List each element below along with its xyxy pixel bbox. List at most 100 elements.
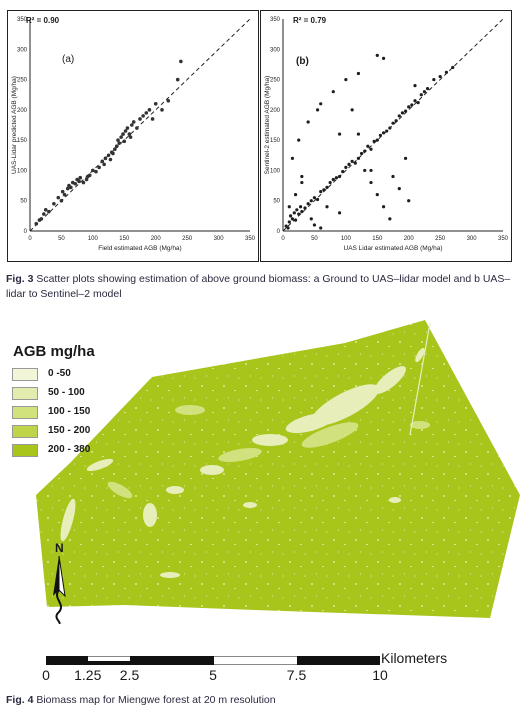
data-point	[131, 120, 136, 124]
data-point	[372, 139, 376, 143]
data-point	[77, 179, 81, 184]
panel-label-b: (b)	[296, 56, 309, 67]
legend-label: 50 - 100	[48, 387, 85, 398]
data-point	[397, 187, 401, 191]
data-point	[123, 129, 128, 133]
legend-swatch	[12, 387, 38, 400]
data-point	[47, 209, 51, 214]
data-point	[394, 119, 398, 123]
biomass-map	[36, 320, 520, 618]
data-point	[94, 169, 98, 174]
river-line	[409, 322, 431, 436]
data-point	[407, 199, 411, 203]
data-point	[410, 103, 414, 107]
data-point	[353, 161, 357, 165]
data-point	[315, 108, 320, 112]
data-point	[369, 168, 373, 173]
data-point	[425, 87, 430, 91]
x-tick-label: 250	[182, 236, 193, 242]
data-point	[403, 109, 408, 113]
data-point	[290, 156, 295, 160]
data-point	[166, 98, 171, 103]
x-tick-label: 150	[372, 236, 383, 242]
y-tick-label: 150	[270, 138, 281, 144]
data-point	[319, 226, 323, 230]
y-tick-label: 200	[17, 108, 28, 114]
x-tick-label: 300	[214, 236, 225, 242]
data-point	[111, 151, 115, 156]
x-tick-label: 200	[151, 236, 162, 242]
y-tick-label: 300	[17, 47, 28, 53]
data-point	[391, 121, 395, 125]
scale-unit-label: Kilometers	[381, 650, 448, 666]
legend-swatch	[12, 444, 38, 457]
data-point	[407, 105, 411, 109]
y-tick-label: 350	[270, 17, 281, 23]
data-point	[290, 217, 295, 221]
x-tick-label: 50	[58, 236, 65, 242]
data-point	[303, 206, 307, 210]
data-point	[350, 108, 354, 112]
data-point	[293, 218, 298, 222]
legend-label: 0 -50	[48, 368, 71, 379]
y-tick-label: 50	[273, 199, 280, 205]
x-tick-label: 300	[467, 236, 478, 242]
x-tick-label: 0	[28, 236, 32, 242]
legend-label: 100 - 150	[48, 406, 91, 417]
data-point	[138, 117, 142, 121]
data-point	[135, 126, 139, 130]
data-point	[381, 56, 386, 60]
data-point	[341, 170, 345, 174]
data-point	[106, 153, 111, 158]
y-tick-label: 150	[17, 138, 28, 144]
data-point	[286, 226, 290, 230]
data-point	[141, 114, 145, 118]
x-tick-label: 350	[498, 236, 509, 242]
x-tick-label: 0	[281, 236, 285, 242]
data-point	[400, 111, 405, 115]
data-point	[119, 135, 123, 139]
data-point	[416, 100, 420, 105]
scale-tick-label: 2.5	[119, 667, 140, 683]
data-point	[292, 211, 296, 215]
data-point	[122, 139, 127, 144]
forest-area-polygon	[36, 320, 520, 618]
data-point	[287, 205, 291, 209]
low-biomass-patches	[60, 347, 425, 578]
data-point	[108, 157, 113, 162]
scale-bar	[46, 656, 380, 665]
data-point	[331, 90, 335, 94]
data-point	[78, 175, 83, 180]
data-point	[328, 180, 332, 185]
data-point	[356, 132, 361, 136]
data-point	[97, 165, 101, 170]
x-tick-label: 150	[119, 236, 130, 242]
data-point	[388, 126, 392, 130]
data-point	[299, 205, 303, 209]
x-tick-label: 100	[88, 236, 99, 242]
figure-3-label: Fig. 3	[6, 273, 34, 285]
x-axis-title: Field estimated AGB (Mg/ha)	[98, 245, 181, 252]
y-tick-label: 250	[17, 78, 28, 84]
data-point	[91, 168, 95, 173]
data-point	[337, 174, 342, 179]
data-point	[419, 93, 423, 97]
data-point	[73, 181, 78, 186]
data-point	[325, 185, 329, 189]
data-point	[34, 221, 39, 226]
data-point	[413, 99, 417, 103]
data-point	[359, 151, 364, 156]
north-label: N	[55, 541, 64, 555]
data-point	[65, 186, 70, 191]
one-to-one-line	[29, 18, 251, 232]
data-point	[388, 217, 392, 221]
data-point	[62, 192, 67, 197]
figure-4-caption-text: Biomass map for Miengwe forest at 20 m r…	[33, 694, 276, 706]
data-point	[356, 71, 361, 76]
data-point	[300, 180, 304, 185]
data-point	[366, 144, 370, 148]
data-point	[127, 132, 132, 136]
data-point	[363, 149, 367, 153]
data-point	[312, 223, 317, 227]
data-point	[300, 210, 304, 214]
